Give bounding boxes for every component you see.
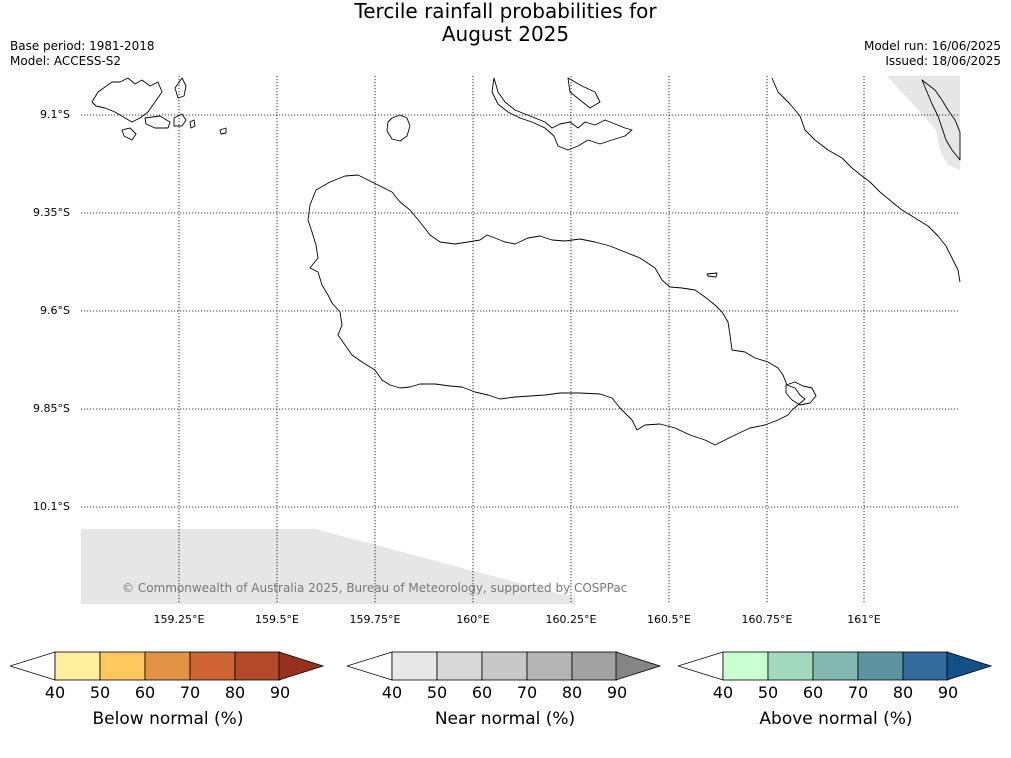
lat-label: 9.85°S	[33, 402, 70, 415]
colorbar-segment	[571, 651, 618, 681]
florida-islet-north	[567, 77, 601, 109]
colorbar-tick-label: 40	[712, 683, 734, 702]
colorbar-segment	[234, 651, 281, 681]
map-title: Tercile rainfall probabilities for Augus…	[0, 0, 1011, 46]
colorbar-segment	[767, 651, 814, 681]
colorbar-arrow-right	[278, 651, 325, 681]
colorbar-title-above: Above normal (%)	[759, 709, 913, 729]
colorbar-arrow-right	[946, 651, 993, 681]
colorbar-tick-label: 90	[269, 683, 291, 702]
colorbar-tick-label: 80	[892, 683, 914, 702]
title-line-1: Tercile rainfall probabilities for	[354, 0, 657, 23]
colorbar-tick-label: 50	[89, 683, 111, 702]
colorbar-segment	[436, 651, 483, 681]
colorbar-segment	[391, 651, 438, 681]
meta-left: Base period: 1981-2018 Model: ACCESS-S2	[10, 39, 155, 69]
malaita-coast	[771, 77, 961, 283]
savo-island-coast	[386, 114, 411, 142]
east-islet	[785, 381, 817, 406]
colorbar-tick-label: 60	[802, 683, 824, 702]
russell-islands-coast	[91, 77, 163, 123]
colorbar-arrow-left	[10, 651, 56, 681]
colorbar-segment	[722, 651, 769, 681]
florida-islands-coast	[491, 77, 633, 151]
colorbar-segment	[902, 651, 949, 681]
russell-islet	[189, 119, 196, 129]
colorbar-tick-label: 60	[134, 683, 156, 702]
russell-islet	[121, 127, 137, 141]
colorbar-above-normal	[678, 651, 993, 681]
colorbar-segment	[144, 651, 191, 681]
no-data-region-top-right	[887, 76, 960, 170]
colorbar-title-near: Near normal (%)	[434, 709, 576, 729]
lon-label: 159.75°E	[349, 613, 401, 626]
colorbar-tick-label: 70	[847, 683, 869, 702]
lon-label: 160.5°E	[647, 613, 691, 626]
colorbar-tick-label: 90	[606, 683, 628, 702]
russell-islet	[219, 127, 227, 135]
colorbar-arrow-left	[347, 651, 393, 681]
lat-label: 9.1°S	[40, 108, 70, 121]
copyright-credit: © Commonwealth of Australia 2025, Bureau…	[122, 581, 628, 595]
colorbar-tick-label: 70	[516, 683, 538, 702]
colorbar-tick-label: 80	[224, 683, 246, 702]
colorbar-tick-label: 50	[757, 683, 779, 702]
colorbar-segment	[526, 651, 573, 681]
lon-label: 160.75°E	[741, 613, 793, 626]
colorbar-segment	[189, 651, 236, 681]
lon-label: 160°E	[456, 613, 490, 626]
meta-right: Model run: 16/06/2025 Issued: 18/06/2025	[864, 39, 1001, 69]
coastlines	[91, 77, 961, 446]
colorbar-arrow-right	[615, 651, 662, 681]
lon-label: 161°E	[847, 613, 881, 626]
colorbar-segment	[481, 651, 528, 681]
lat-label: 9.6°S	[40, 304, 70, 317]
no-data-region-bottom	[81, 529, 575, 604]
colorbar-tick-label: 70	[179, 683, 201, 702]
colorbar-tick-label: 40	[44, 683, 66, 702]
lon-label: 159.25°E	[153, 613, 205, 626]
colorbar-title-below: Below normal (%)	[92, 709, 244, 729]
colorbar-tick-label: 40	[381, 683, 403, 702]
russell-islet	[144, 115, 171, 129]
colorbar-tick-label: 90	[937, 683, 959, 702]
base-period-text: Base period: 1981-2018	[10, 39, 155, 53]
lat-label: 10.1°S	[33, 500, 70, 513]
russell-islet	[173, 113, 187, 127]
colorbar-segment	[54, 651, 101, 681]
model-run-text: Model run: 16/06/2025	[863, 39, 1001, 53]
map-panel	[81, 76, 961, 604]
colorbar-tick-label: 60	[471, 683, 493, 702]
small-islet	[706, 272, 718, 278]
lon-label: 159.5°E	[255, 613, 299, 626]
malaita-fragment	[921, 79, 961, 161]
russell-islet	[174, 77, 187, 99]
guadalcanal-coast	[307, 174, 806, 446]
lat-label: 9.35°S	[33, 206, 70, 219]
colorbar-segment	[99, 651, 146, 681]
colorbar-segment	[857, 651, 904, 681]
colorbar-below-normal	[10, 651, 325, 681]
lon-label: 160.25°E	[545, 613, 597, 626]
colorbar-near-normal	[347, 651, 662, 681]
model-text: Model: ACCESS-S2	[10, 54, 122, 68]
graticule	[81, 76, 960, 604]
colorbar-arrow-left	[678, 651, 724, 681]
colorbar-tick-label: 80	[561, 683, 583, 702]
issued-text: Issued: 18/06/2025	[885, 54, 1001, 68]
colorbar-segment	[812, 651, 859, 681]
colorbar-tick-label: 50	[426, 683, 448, 702]
title-line-2: August 2025	[441, 22, 570, 46]
